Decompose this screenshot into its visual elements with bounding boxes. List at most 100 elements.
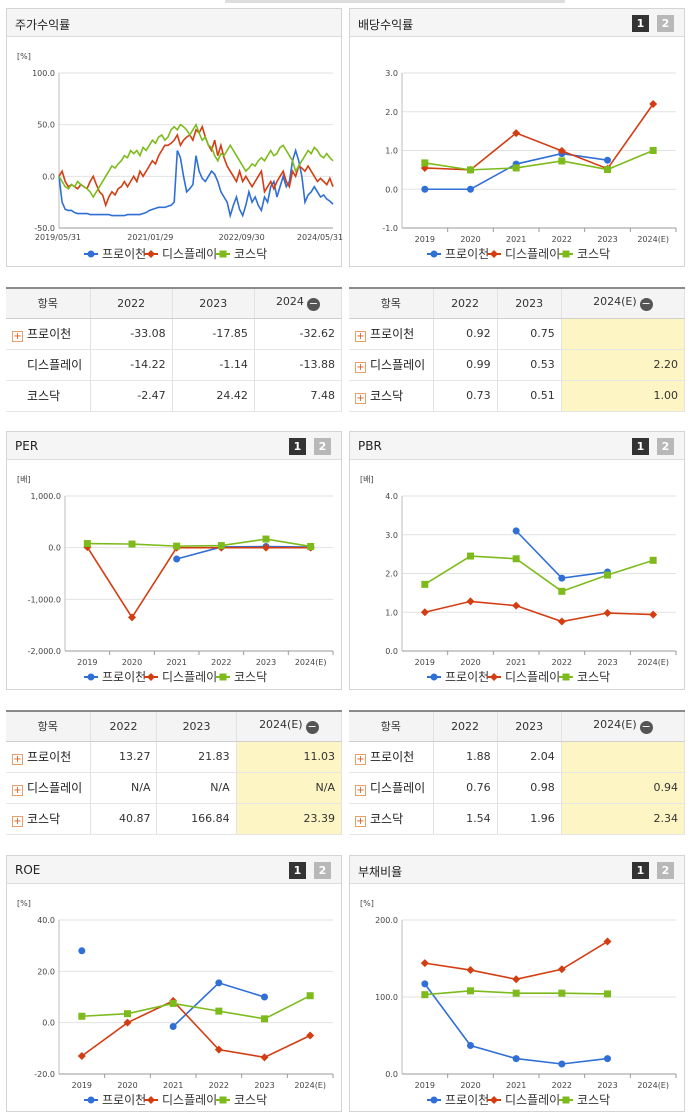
row-label: 디스플레이	[27, 358, 83, 372]
cell: 1.00	[561, 380, 686, 412]
x-tick-label: 2024/05/31	[297, 233, 343, 242]
series-line	[58, 122, 334, 199]
cell: 11.03	[236, 741, 343, 773]
page-2-button[interactable]: 2	[657, 862, 674, 879]
expand-icon[interactable]: +	[355, 754, 366, 765]
col-header-item: 항목	[349, 287, 434, 319]
row-label: 코스닥	[27, 389, 61, 403]
row-name: + 디스플레이	[6, 772, 91, 804]
y-tick-label: -20.0	[34, 1070, 55, 1079]
data-point	[512, 527, 520, 535]
row-name: + 프로이천	[349, 741, 434, 773]
data-point	[421, 185, 429, 193]
data-point	[124, 1010, 131, 1018]
table-row: + 코스닥 0.73 0.51 1.00	[349, 380, 686, 412]
data-point	[512, 164, 520, 172]
series-line	[58, 147, 334, 219]
data-point	[466, 966, 475, 975]
collapse-icon[interactable]: −	[639, 297, 653, 312]
y-tick-label: -1,000.0	[28, 595, 61, 604]
expand-icon[interactable]: +	[12, 816, 23, 827]
legend-label: 프로이천	[102, 669, 146, 684]
data-point	[262, 543, 270, 552]
series-line	[87, 538, 311, 548]
page-1-button[interactable]: 1	[632, 862, 649, 879]
row-name: 디스플레이	[6, 349, 91, 381]
panel-title: PER	[15, 439, 39, 453]
page-1-button[interactable]: 1	[632, 15, 649, 32]
x-tick-label: 2022	[552, 658, 572, 667]
page-2-button[interactable]: 2	[314, 438, 331, 455]
row-name: 코스닥	[6, 380, 91, 412]
expand-icon[interactable]: +	[355, 362, 366, 373]
expand-icon[interactable]: +	[12, 754, 23, 765]
data-point	[420, 959, 429, 968]
data-point	[78, 1012, 86, 1020]
data-point	[603, 937, 612, 946]
expand-icon[interactable]: +	[355, 785, 366, 796]
series-line	[81, 999, 311, 1059]
data-point	[306, 1031, 315, 1040]
row-name: + 프로이천	[6, 741, 91, 773]
row-name: + 프로이천	[349, 318, 434, 350]
page-2-button[interactable]: 2	[657, 438, 674, 455]
data-point	[557, 146, 566, 155]
data-point	[217, 542, 225, 550]
data-point	[558, 1060, 566, 1068]
cell: -33.08	[90, 318, 173, 350]
data-point	[604, 990, 611, 998]
legend-label: 프로이천	[102, 246, 146, 261]
legend-label: 프로이천	[445, 1092, 489, 1107]
table-row: + 코스닥 40.87 166.84 23.39	[6, 803, 343, 835]
expand-icon[interactable]: +	[12, 785, 23, 796]
y-tick-label: 0.0	[385, 647, 398, 656]
expand-icon[interactable]: +	[12, 331, 23, 342]
y-tick-label: 0.0	[48, 544, 61, 553]
dividend-yield-chart: 3.0 2.0 1.0 0.0 -1.0 2019 2020 2021 2022 2023 2024…	[382, 69, 677, 261]
cell: 0.94	[561, 772, 686, 804]
page-1-button[interactable]: 1	[289, 438, 306, 455]
page-1-button[interactable]: 1	[632, 438, 649, 455]
page-2-button[interactable]: 2	[657, 15, 674, 32]
expand-icon[interactable]: +	[355, 393, 366, 404]
stock-return-panel: 주가수익률 [%] 100.0 50.0 0.0 -50.0 2019/05/31 2021…	[6, 8, 343, 267]
cell: -17.85	[172, 318, 255, 350]
collapse-icon[interactable]: −	[639, 720, 653, 735]
collapse-icon[interactable]: −	[306, 297, 320, 312]
legend-marker	[490, 1096, 498, 1104]
page-2-button[interactable]: 2	[314, 862, 331, 879]
y-tick-label: -50.0	[34, 224, 55, 233]
cell: N/A	[236, 772, 343, 804]
row-label: 프로이천	[27, 327, 72, 341]
y-tick-label: 1.0	[385, 147, 398, 156]
legend-marker	[562, 673, 570, 681]
data-point	[467, 552, 474, 560]
legend-label: 디스플레이	[162, 670, 217, 684]
y-tick-label: 3.0	[385, 69, 398, 78]
y-tick-label: 50.0	[37, 121, 55, 130]
data-point	[512, 555, 520, 563]
cell: 0.51	[497, 380, 562, 412]
page-1-button[interactable]: 1	[289, 862, 306, 879]
legend-marker	[430, 250, 438, 258]
legend-label: 코스닥	[577, 247, 610, 261]
data-point	[467, 987, 474, 995]
expand-icon[interactable]: +	[355, 331, 366, 342]
legend-marker	[219, 673, 227, 681]
table-row: + 코스닥 1.54 1.96 2.34	[349, 803, 686, 835]
data-point	[173, 542, 181, 550]
col-header-2024e: 2024(E) −	[561, 710, 686, 742]
x-tick-label: 2024(E)	[637, 1081, 669, 1090]
collapse-icon[interactable]: −	[305, 720, 319, 735]
legend-marker	[490, 250, 498, 258]
data-point	[512, 601, 521, 610]
expand-icon[interactable]: +	[355, 816, 366, 827]
series-line	[424, 940, 608, 981]
x-tick-label: 2023	[254, 1081, 274, 1090]
legend-label: 프로이천	[102, 1092, 146, 1107]
dividend-yield-panel: 배당수익률 1 2 3.0 2.0 1.0 0.0 -1.0 2019 2020 2021 20…	[349, 8, 685, 267]
series-line	[424, 149, 654, 171]
col-header-2024: 2024−	[254, 287, 343, 319]
panel-header: 부채비율 1 2	[350, 856, 684, 884]
legend-marker	[147, 1096, 155, 1104]
